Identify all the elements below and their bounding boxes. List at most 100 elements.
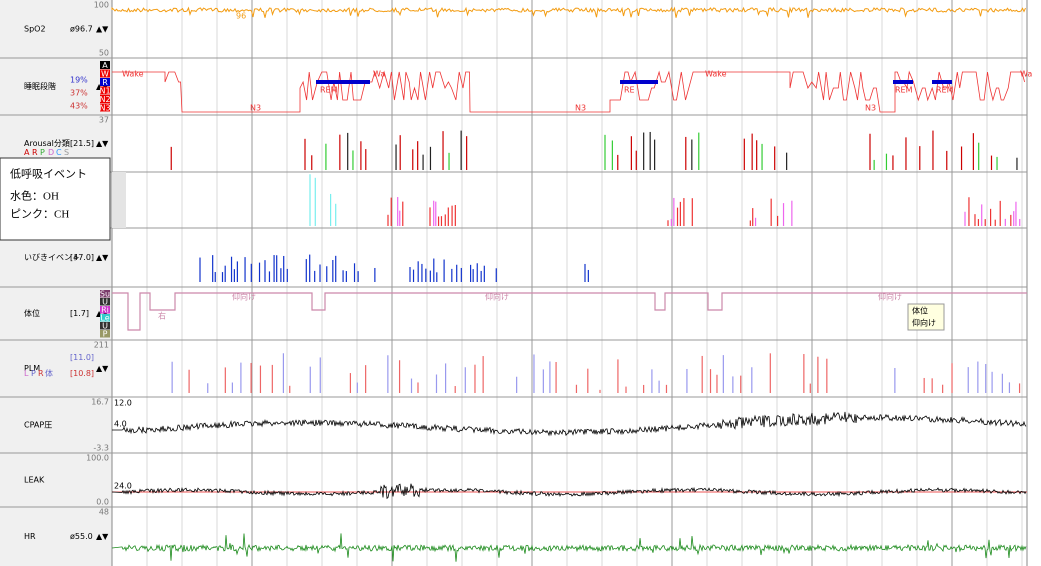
trace-label: 右 xyxy=(158,311,166,321)
sort-arrows: ▲▼ xyxy=(96,532,109,541)
leak-trace xyxy=(111,483,1027,500)
stage-box xyxy=(100,61,110,69)
panel-label: SpO2 xyxy=(24,25,46,34)
panel-value: [21.5] xyxy=(70,139,94,148)
panel-label: PLM xyxy=(24,364,40,373)
trace-label: 12.0 xyxy=(114,399,132,408)
trace-label: N3 xyxy=(575,104,586,113)
stage-box xyxy=(100,314,110,322)
stage-percent: 43% xyxy=(70,102,88,111)
tooltip-line: 体位 xyxy=(912,306,928,316)
legend-letter: P xyxy=(31,369,36,378)
stage-box xyxy=(100,330,110,338)
stage-letter: W xyxy=(101,69,109,78)
legend-letter: S xyxy=(64,148,69,157)
stage-box xyxy=(100,95,110,103)
trace-label: REM xyxy=(895,86,913,95)
trace-label: REM xyxy=(320,86,338,95)
trace-label: 24.0 xyxy=(114,482,132,491)
stage-letter: R xyxy=(102,78,108,87)
left-panel xyxy=(0,0,112,566)
panel-label: 睡眠段階 xyxy=(24,81,56,91)
trace-label: Wake xyxy=(122,70,144,79)
trace-label: 仰向け xyxy=(232,292,256,302)
stage-percent: 19% xyxy=(70,76,88,85)
stage-box xyxy=(100,69,110,78)
stage-letter: A xyxy=(102,61,108,70)
stage-box xyxy=(100,78,110,86)
scale-label: 50 xyxy=(99,49,109,58)
scale-label: 16.7 xyxy=(91,398,109,407)
stage-box xyxy=(100,322,110,330)
rem-bar xyxy=(316,80,370,84)
legend-letter: P xyxy=(40,148,45,157)
rem-bar xyxy=(620,80,658,84)
panel-label: CPAP圧 xyxy=(24,421,52,430)
legend-letter: 体 xyxy=(45,368,53,378)
trace-label: RE xyxy=(624,86,635,95)
legend-letter: A xyxy=(24,148,30,157)
legend-letter: D xyxy=(48,148,54,157)
panel-value: ø96.7 xyxy=(70,25,93,34)
trace-label: Wake xyxy=(705,70,727,79)
tooltip-box xyxy=(0,157,111,241)
trace-label: Wa xyxy=(1020,70,1032,79)
stage-letter: U xyxy=(102,322,108,331)
panel-value: [10.8] xyxy=(70,369,94,378)
stage-letter: P xyxy=(103,330,108,339)
stage-box xyxy=(100,290,110,298)
trace-label: 96 xyxy=(236,12,246,21)
rem-bar xyxy=(932,80,952,84)
trace-label: N3 xyxy=(250,104,261,113)
legend-letter: L xyxy=(24,369,29,378)
scale-label: -3.3 xyxy=(93,444,109,453)
tooltip-box xyxy=(907,303,945,331)
stage-letter: N3 xyxy=(99,103,110,112)
sort-arrows: ▲▼ xyxy=(96,25,109,34)
stage-letter: N2 xyxy=(99,95,110,104)
cpap-trace xyxy=(112,411,1027,437)
stage-box xyxy=(100,103,110,112)
scale-label: 48 xyxy=(99,508,109,517)
stage-letter: U xyxy=(102,298,108,307)
tooltip-title: 低呼吸イベント xyxy=(10,168,87,181)
panel-label: 体位 xyxy=(24,308,40,318)
trace-label: REM xyxy=(936,86,954,95)
sort-arrows: ▲▼ xyxy=(96,139,109,148)
hatch xyxy=(112,172,126,228)
stage-letter: N1 xyxy=(99,86,110,95)
spo2-trace xyxy=(111,6,1026,18)
legend-letter: R xyxy=(38,369,44,378)
scale-label: 100 xyxy=(94,1,109,10)
trace-label: N3 xyxy=(865,104,876,113)
panel-label: Arousal分類 xyxy=(24,138,70,148)
tooltip-line: 水色：OH xyxy=(10,189,59,203)
sort-arrows: ▲▼ xyxy=(96,253,109,262)
trace-label: 4.0 xyxy=(114,420,127,429)
stage-letter: Le xyxy=(100,314,109,323)
trace-label: Wa xyxy=(373,70,385,79)
scale-label: 0.0 xyxy=(96,498,109,507)
stage-box xyxy=(100,306,110,314)
stage-box xyxy=(100,298,110,306)
tooltip-line: 仰向け xyxy=(912,318,936,328)
scale-label: 100.0 xyxy=(86,454,109,463)
stage-percent: 37% xyxy=(70,89,88,98)
scale-label: 37 xyxy=(99,116,109,125)
position-trace xyxy=(112,292,1027,331)
rem-bar xyxy=(893,80,913,84)
hr-trace xyxy=(111,533,1027,562)
legend-letter: C xyxy=(56,148,62,157)
panel-value: [47.0] xyxy=(70,253,94,262)
stage-box xyxy=(100,86,110,95)
trace-label: 仰向け xyxy=(878,292,902,302)
stage-letter: Su xyxy=(100,290,110,299)
sort-arrows: ▲▼ xyxy=(96,364,109,373)
panel-label: HR xyxy=(24,532,36,541)
panel-value: [1.7] xyxy=(70,309,89,318)
scale-label: 211 xyxy=(94,341,109,350)
panel-label: いびきイベント xyxy=(24,253,80,262)
panel-label: LEAK xyxy=(24,476,45,485)
